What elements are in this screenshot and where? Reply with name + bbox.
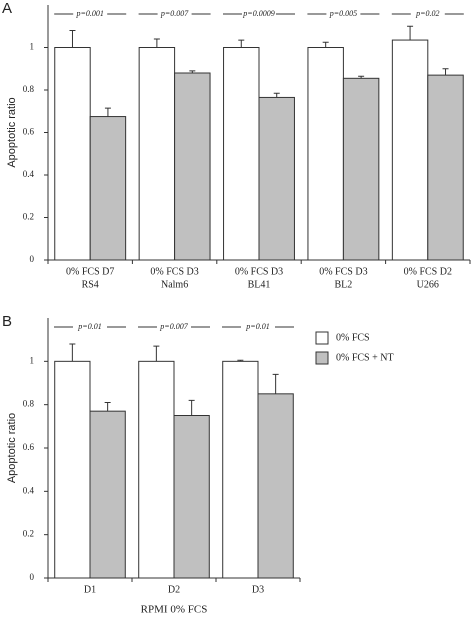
- legend-label: 0% FCS + NT: [336, 352, 394, 363]
- annotation: p=0.001: [75, 9, 103, 18]
- bar: [54, 47, 91, 261]
- y-tick-label: 0.2: [23, 212, 34, 222]
- y-tick-label: 0.4: [23, 169, 35, 179]
- error-bar: [322, 41, 329, 48]
- x-tick-label: 0% FCS D2: [404, 266, 452, 277]
- y-tick-label: 1: [30, 42, 35, 52]
- error-bar: [238, 39, 245, 48]
- y-tick-label: 0.4: [23, 485, 35, 495]
- error-bar: [189, 70, 196, 73]
- error-bar: [273, 92, 280, 98]
- x-tick-label: Nalm6: [161, 279, 188, 290]
- bar: [257, 393, 294, 579]
- x-tick-label: 0% FCS D3: [319, 266, 367, 277]
- bar: [391, 39, 429, 261]
- x-tick-label: D2: [168, 584, 180, 595]
- bar: [89, 116, 127, 261]
- error-bar: [188, 399, 195, 416]
- error-bar: [104, 107, 111, 117]
- error-bar: [358, 75, 365, 79]
- annotation: p=0.01: [245, 322, 269, 331]
- x-tick-label: 0% FCS D7: [66, 266, 114, 277]
- x-tick-label: D3: [252, 584, 264, 595]
- bar: [174, 72, 211, 261]
- annotation: p=0.0009: [242, 9, 274, 18]
- error-bar: [104, 402, 111, 412]
- bar: [258, 96, 295, 261]
- bar: [427, 74, 464, 261]
- bar: [222, 360, 259, 579]
- panel-label: B: [2, 313, 12, 330]
- legend-swatch: [315, 331, 329, 345]
- bar: [307, 47, 344, 261]
- y-tick-label: 0: [30, 572, 35, 582]
- annotation: p=0.007: [159, 322, 188, 331]
- x-tick-label: BL2: [335, 279, 353, 290]
- error-bar: [272, 373, 279, 394]
- y-axis-label: Apoptotic ratio: [6, 97, 18, 167]
- x-tick-label: 0% FCS D3: [150, 266, 198, 277]
- y-tick-label: 0.8: [23, 399, 35, 409]
- y-tick-label: 0.6: [23, 442, 35, 452]
- annotation: p=0.007: [160, 9, 189, 18]
- error-bar: [69, 30, 76, 48]
- bar: [342, 77, 380, 261]
- error-bar: [442, 68, 449, 76]
- error-bar: [153, 345, 160, 362]
- annotation: p=0.02: [415, 9, 439, 18]
- y-tick-label: 1: [30, 355, 35, 365]
- legend-label: 0% FCS: [336, 332, 370, 343]
- y-tick-label: 0.2: [23, 529, 34, 539]
- x-tick-label: U266: [417, 279, 439, 290]
- x-tick-label: D1: [84, 584, 96, 595]
- error-bar: [153, 38, 160, 48]
- bar: [54, 360, 91, 579]
- bar: [223, 47, 260, 261]
- bar: [173, 415, 210, 579]
- x-axis-label: RPMI 0% FCS: [141, 604, 208, 616]
- annotation: p=0.01: [77, 322, 101, 331]
- bar: [138, 360, 175, 579]
- error-bar: [69, 343, 76, 362]
- panel-label: A: [2, 0, 12, 17]
- x-tick-label: 0% FCS D3: [235, 266, 283, 277]
- annotation: p=0.005: [329, 9, 357, 18]
- x-tick-label: BL41: [248, 279, 271, 290]
- bar: [89, 410, 126, 579]
- bar: [138, 47, 176, 261]
- y-tick-label: 0: [30, 254, 35, 264]
- y-tick-label: 0.6: [23, 127, 35, 137]
- error-bar: [407, 25, 414, 41]
- x-tick-label: RS4: [82, 279, 99, 290]
- legend-swatch: [315, 351, 329, 365]
- y-axis-label: Apoptotic ratio: [6, 413, 18, 483]
- y-tick-label: 0.8: [23, 84, 35, 94]
- error-bar: [237, 359, 244, 362]
